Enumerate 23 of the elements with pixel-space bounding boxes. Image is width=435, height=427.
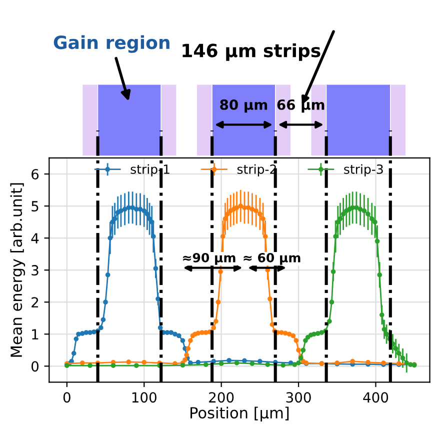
x-tick-label: 400 bbox=[363, 392, 388, 403]
text: Gain region bbox=[54, 35, 170, 53]
annotation: ≈90 μm bbox=[183, 252, 236, 265]
x-tick-label: 300 bbox=[286, 392, 311, 403]
annotation: ≈ 60 μm bbox=[244, 252, 300, 265]
x-tick-label: 200 bbox=[209, 392, 234, 403]
y-tick-label: 6 bbox=[32, 168, 39, 180]
y-tick-label: 5 bbox=[32, 201, 38, 212]
x-tick-label: 0 bbox=[63, 392, 70, 403]
legend-label: strip-1 bbox=[130, 164, 170, 176]
y-tick-label: 2 bbox=[32, 297, 38, 308]
legend-label: strip-3 bbox=[344, 164, 383, 176]
text: 80 μm bbox=[220, 99, 268, 113]
y-tick-label: 1 bbox=[32, 329, 38, 340]
y-tick-label: 3 bbox=[32, 265, 38, 276]
y-axis-title: Mean energy [arb.unit] bbox=[10, 183, 26, 357]
text: 66 μm bbox=[277, 99, 324, 113]
x-tick-label: 100 bbox=[132, 392, 156, 403]
text: 146 μm strips bbox=[182, 43, 320, 61]
y-tick-label: 4 bbox=[31, 233, 39, 244]
x-axis-title: Position [μm] bbox=[190, 406, 289, 422]
y-tick-label: 0 bbox=[32, 361, 39, 372]
legend-label: strip-2 bbox=[237, 164, 276, 176]
